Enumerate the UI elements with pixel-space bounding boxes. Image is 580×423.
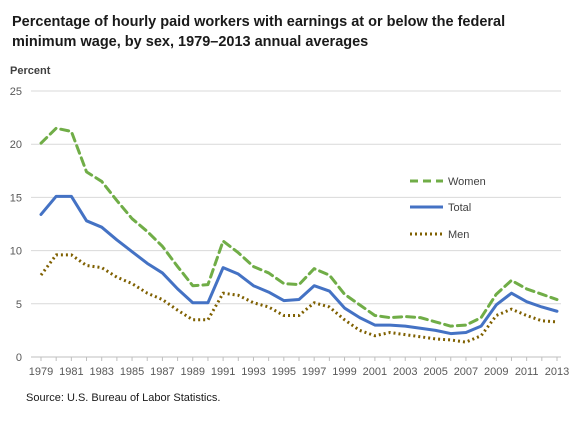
legend: Women Total Men — [410, 176, 486, 241]
x-tick-label: 1997 — [302, 366, 326, 378]
x-tick-label: 2003 — [393, 366, 417, 378]
legend-label-total: Total — [448, 202, 471, 214]
x-tick-label: 1981 — [59, 366, 83, 378]
x-tick-label: 2011 — [515, 366, 539, 378]
x-tick-label: 2013 — [545, 366, 569, 378]
y-tick-label: 5 — [16, 299, 22, 311]
y-tick-label: 20 — [10, 139, 22, 151]
series-line-men — [39, 253, 558, 344]
series-lines — [39, 126, 559, 344]
series-line-total — [39, 194, 559, 336]
x-tick-label: 2007 — [454, 366, 478, 378]
x-tick-label: 1987 — [150, 366, 174, 378]
y-axis-label: Percent — [10, 65, 51, 77]
y-tick-label: 25 — [10, 86, 22, 98]
legend-label-women: Women — [448, 176, 486, 188]
x-tick-label: 2005 — [423, 366, 447, 378]
y-tick-label: 10 — [10, 246, 22, 258]
x-tick-label: 1995 — [272, 366, 296, 378]
x-tick-label: 2009 — [484, 366, 508, 378]
x-tick-label: 1985 — [120, 366, 144, 378]
x-tick-label: 1991 — [211, 366, 235, 378]
gridlines — [31, 90, 561, 305]
chart-title: Percentage of hourly paid workers with e… — [12, 14, 506, 50]
y-tick-label: 0 — [16, 352, 22, 364]
x-axis: 1979 1981 1983 1985 1987 1989 1991 1993 1995 1997… — [29, 356, 569, 378]
legend-label-men: Men — [448, 229, 469, 241]
x-tick-label: 1999 — [332, 366, 356, 378]
y-axis: 0 5 10 15 20 25 — [10, 86, 22, 364]
source-note: Source: U.S. Bureau of Labor Statistics. — [26, 392, 221, 404]
x-tick-label: 2001 — [363, 366, 387, 378]
series-line-women — [39, 126, 559, 328]
y-tick-label: 15 — [10, 192, 22, 204]
x-tick-label: 1983 — [89, 366, 113, 378]
x-tick-label: 1993 — [241, 366, 265, 378]
x-tick-label: 1979 — [29, 366, 53, 378]
x-tick-label: 1989 — [181, 366, 205, 378]
